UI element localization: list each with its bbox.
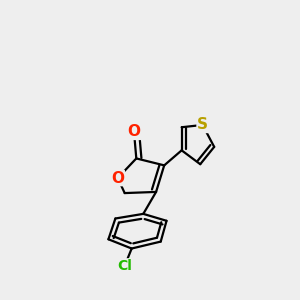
Text: Cl: Cl <box>117 259 132 273</box>
Text: O: O <box>111 171 124 186</box>
Text: S: S <box>197 117 208 132</box>
Text: O: O <box>128 124 140 140</box>
